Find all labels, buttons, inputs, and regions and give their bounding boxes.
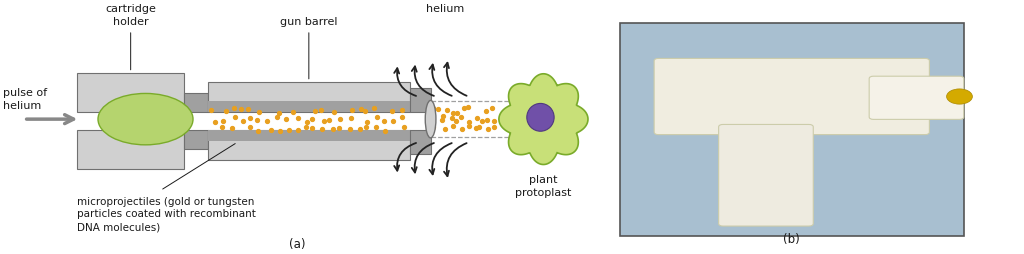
Text: helium: helium bbox=[426, 4, 465, 14]
Text: cartridge
holder: cartridge holder bbox=[105, 4, 156, 70]
FancyBboxPatch shape bbox=[208, 101, 410, 112]
Polygon shape bbox=[499, 74, 588, 165]
FancyBboxPatch shape bbox=[77, 73, 184, 112]
Text: (a): (a) bbox=[289, 239, 305, 251]
FancyBboxPatch shape bbox=[77, 130, 184, 169]
FancyBboxPatch shape bbox=[620, 23, 964, 236]
FancyBboxPatch shape bbox=[184, 130, 208, 149]
FancyBboxPatch shape bbox=[208, 130, 410, 160]
Text: (b): (b) bbox=[783, 233, 800, 246]
FancyBboxPatch shape bbox=[410, 130, 430, 154]
Text: microprojectiles (gold or tungsten
particles coated with recombinant
DNA molecul: microprojectiles (gold or tungsten parti… bbox=[77, 197, 256, 232]
Circle shape bbox=[526, 103, 554, 131]
FancyBboxPatch shape bbox=[208, 130, 410, 141]
FancyBboxPatch shape bbox=[410, 88, 430, 112]
FancyBboxPatch shape bbox=[208, 82, 410, 112]
Text: gun barrel: gun barrel bbox=[281, 17, 338, 79]
FancyBboxPatch shape bbox=[719, 124, 813, 226]
FancyBboxPatch shape bbox=[654, 58, 930, 135]
Text: plant
protoplast: plant protoplast bbox=[515, 175, 571, 198]
Ellipse shape bbox=[425, 100, 436, 138]
Ellipse shape bbox=[98, 93, 193, 145]
FancyBboxPatch shape bbox=[869, 76, 964, 119]
Text: pulse of
helium: pulse of helium bbox=[3, 88, 47, 111]
Circle shape bbox=[946, 89, 973, 104]
FancyBboxPatch shape bbox=[184, 92, 208, 112]
